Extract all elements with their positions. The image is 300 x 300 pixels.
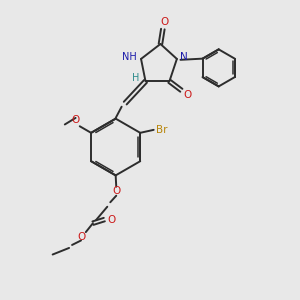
Text: N: N <box>181 52 188 62</box>
Text: O: O <box>112 186 121 196</box>
Text: O: O <box>160 17 169 28</box>
Text: H: H <box>132 73 140 83</box>
Text: O: O <box>78 232 86 242</box>
Text: Br: Br <box>156 125 167 135</box>
Text: O: O <box>71 115 80 125</box>
Text: O: O <box>107 214 116 225</box>
Text: NH: NH <box>122 52 137 62</box>
Text: O: O <box>184 90 192 100</box>
